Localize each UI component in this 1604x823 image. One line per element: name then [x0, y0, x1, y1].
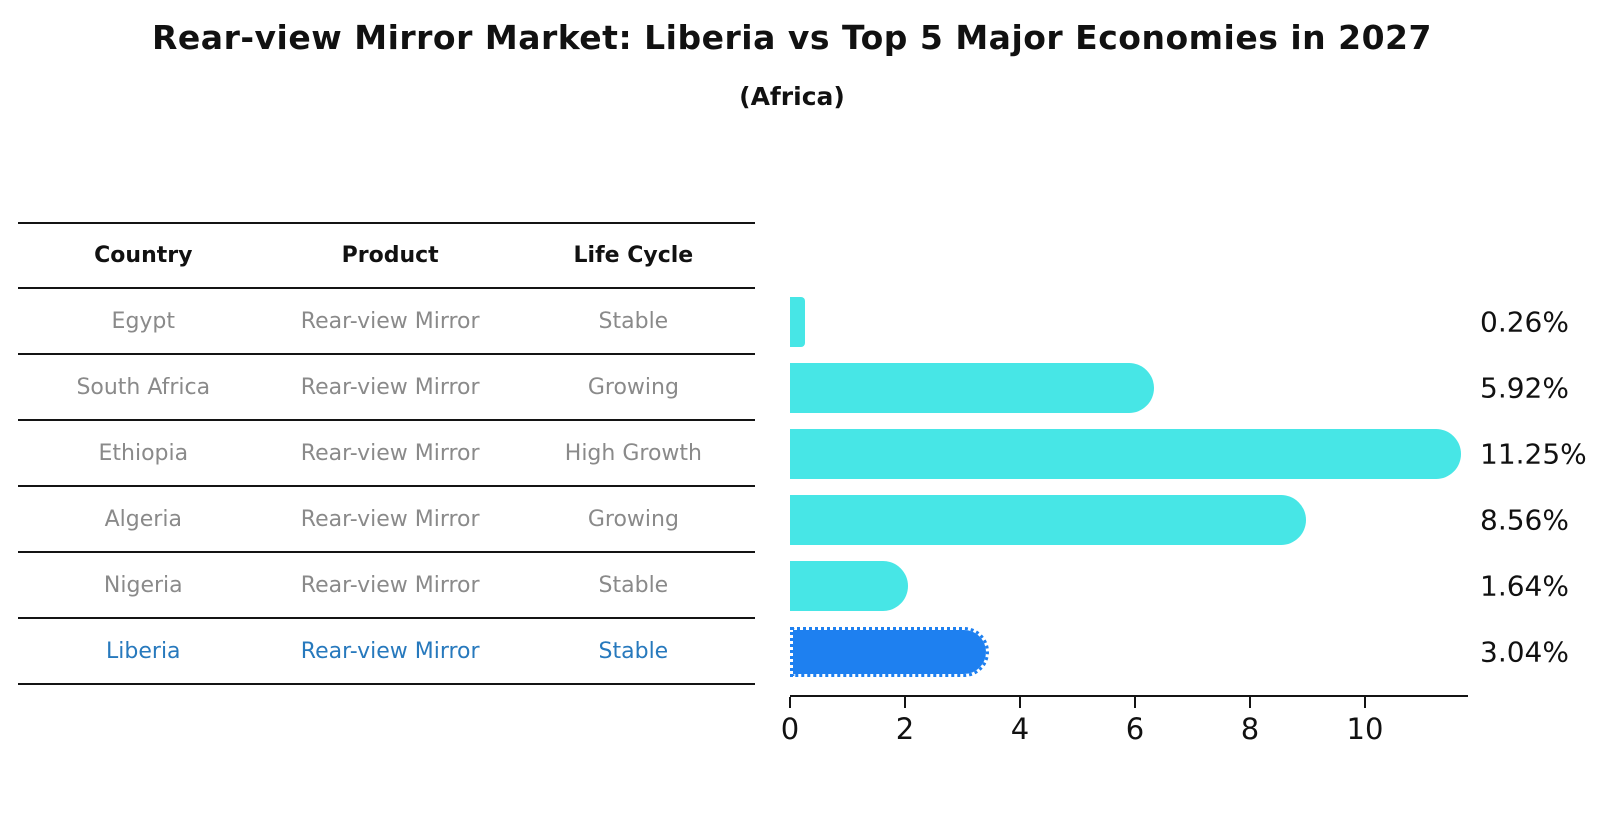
table-header-life-cycle: Life Cycle: [573, 243, 694, 268]
table-cell-country: South Africa: [76, 374, 211, 400]
table-cell-country: Liberia: [106, 638, 181, 664]
table-cell-product: Rear-view Mirror: [300, 506, 480, 532]
table-cell-country: Ethiopia: [98, 440, 189, 466]
table-cell-country: Algeria: [104, 506, 182, 532]
x-tick-mark-8: [1249, 697, 1251, 708]
table-cell-product: Rear-view Mirror: [300, 440, 480, 466]
table-cell-life-cycle: Stable: [598, 572, 669, 598]
x-tick-mark-6: [1134, 697, 1136, 708]
plot-area: 0 2 4 6 8 10 0.26% 5.92% 11.25% 8.56% 1.64% 3.04%: [781, 222, 1604, 802]
table-cell-life-cycle: Stable: [598, 638, 669, 664]
table-cell-product: Rear-view Mirror: [300, 308, 480, 334]
table-row-liberia: Liberia Rear-view Mirror Stable: [18, 619, 755, 685]
value-label-ethiopia: 11.25%: [1480, 437, 1587, 471]
value-label-nigeria: 1.64%: [1480, 569, 1569, 603]
x-tick-label-4: 4: [1010, 712, 1030, 746]
table-header-country: Country: [94, 243, 193, 268]
table-cell-product: Rear-view Mirror: [300, 374, 480, 400]
table-cell-life-cycle: Growing: [587, 506, 679, 532]
page-title: Rear-view Mirror Market: Liberia vs Top …: [152, 18, 1432, 57]
x-tick-mark-2: [904, 697, 906, 708]
x-tick-label-2: 2: [895, 712, 915, 746]
x-tick-label-6: 6: [1125, 712, 1145, 746]
bar-liberia: [790, 627, 989, 677]
x-tick-label-8: 8: [1240, 712, 1260, 746]
table-cell-product: Rear-view Mirror: [300, 638, 480, 664]
bar-algeria: [790, 495, 1307, 545]
x-tick-label-10: 10: [1346, 712, 1384, 746]
bar-egypt: [790, 297, 805, 347]
country-table: Country Product Life Cycle Egypt Rear-vie…: [18, 222, 755, 685]
x-tick-mark-4: [1019, 697, 1021, 708]
value-label-liberia: 3.04%: [1480, 635, 1569, 669]
table-header-product: Product: [341, 243, 439, 268]
table-header-row: Country Product Life Cycle: [18, 222, 755, 289]
value-label-south-africa: 5.92%: [1480, 371, 1569, 405]
table-cell-country: Nigeria: [103, 572, 183, 598]
value-label-algeria: 8.56%: [1480, 503, 1569, 537]
table-cell-life-cycle: High Growth: [564, 440, 702, 466]
table-row-algeria: Algeria Rear-view Mirror Growing: [18, 487, 755, 553]
bar-ethiopia: [790, 429, 1461, 479]
table-row-ethiopia: Ethiopia Rear-view Mirror High Growth: [18, 421, 755, 487]
bar-south-africa: [790, 363, 1155, 413]
table-row-south-africa: South Africa Rear-view Mirror Growing: [18, 355, 755, 421]
table-row-egypt: Egypt Rear-view Mirror Stable: [18, 289, 755, 355]
bar-nigeria: [790, 561, 909, 611]
table-cell-product: Rear-view Mirror: [300, 572, 480, 598]
table-cell-life-cycle: Stable: [598, 308, 669, 334]
table-cell-country: Egypt: [111, 308, 176, 334]
table-body: Egypt Rear-view Mirror Stable South Africa R…: [18, 289, 755, 685]
table-row-nigeria: Nigeria Rear-view Mirror Stable: [18, 553, 755, 619]
page-subtitle: (Africa): [739, 82, 845, 111]
x-tick-label-0: 0: [780, 712, 800, 746]
table-cell-life-cycle: Growing: [587, 374, 679, 400]
x-tick-mark-0: [789, 697, 791, 708]
value-label-egypt: 0.26%: [1480, 305, 1569, 339]
x-tick-mark-10: [1364, 697, 1366, 708]
x-axis-line: [790, 695, 1468, 697]
